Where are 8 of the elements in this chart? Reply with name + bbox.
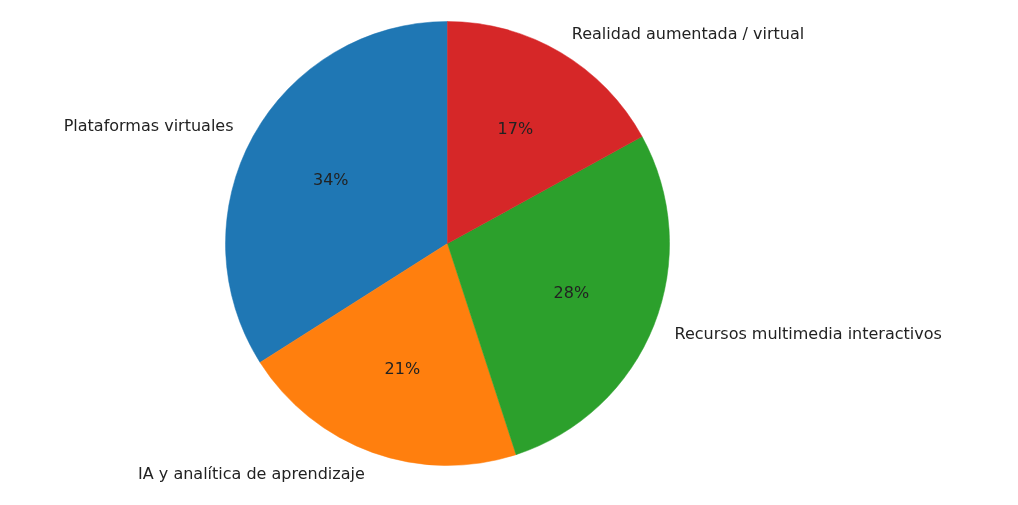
slice-label: Plataformas virtuales bbox=[63, 116, 234, 136]
data-label: 17% bbox=[497, 119, 534, 139]
data-label: 21% bbox=[384, 359, 421, 379]
data-label: 34% bbox=[312, 169, 349, 189]
slice-label: Recursos multimedia interactivos bbox=[674, 323, 942, 343]
data-label: 28% bbox=[553, 283, 590, 303]
slice-label: IA y analítica de aprendizaje bbox=[138, 463, 365, 483]
slice-label: Realidad aumentada / virtual bbox=[571, 23, 805, 43]
